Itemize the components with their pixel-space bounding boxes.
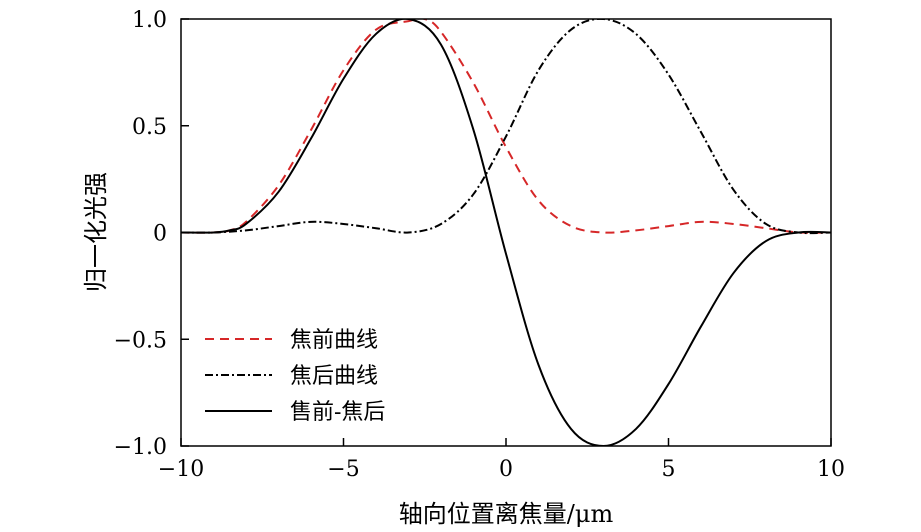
x-tick-label: −10	[158, 457, 204, 482]
series-line-3	[181, 19, 831, 446]
legend-box	[196, 318, 426, 428]
legend-label-1: 焦前曲线	[290, 328, 378, 353]
x-tick-label: 5	[662, 457, 676, 482]
legend-label-2: 焦后曲线	[290, 364, 378, 389]
y-tick-label: −1.0	[114, 435, 167, 460]
y-tick-label: 1.0	[132, 8, 167, 33]
series-line-1	[181, 19, 831, 234]
y-tick-label: 0	[153, 222, 167, 247]
x-tick-label: 10	[817, 457, 845, 482]
y-tick-label: 0.5	[132, 115, 167, 140]
series-layer	[181, 19, 831, 446]
ticks-layer: −10 −5 0 5 10 −1.0 −0.5 0 0.5 1.0	[114, 8, 845, 482]
x-tick-label: −5	[327, 457, 359, 482]
x-tick-label: 0	[499, 457, 513, 482]
y-tick-label: −0.5	[114, 328, 167, 353]
x-axis-title: 轴向位置离焦量/μm	[399, 500, 614, 528]
legend-label-3: 售前-焦后	[290, 400, 385, 425]
y-axis-title: 归一化光强	[82, 172, 110, 292]
series-line-2	[181, 19, 831, 235]
